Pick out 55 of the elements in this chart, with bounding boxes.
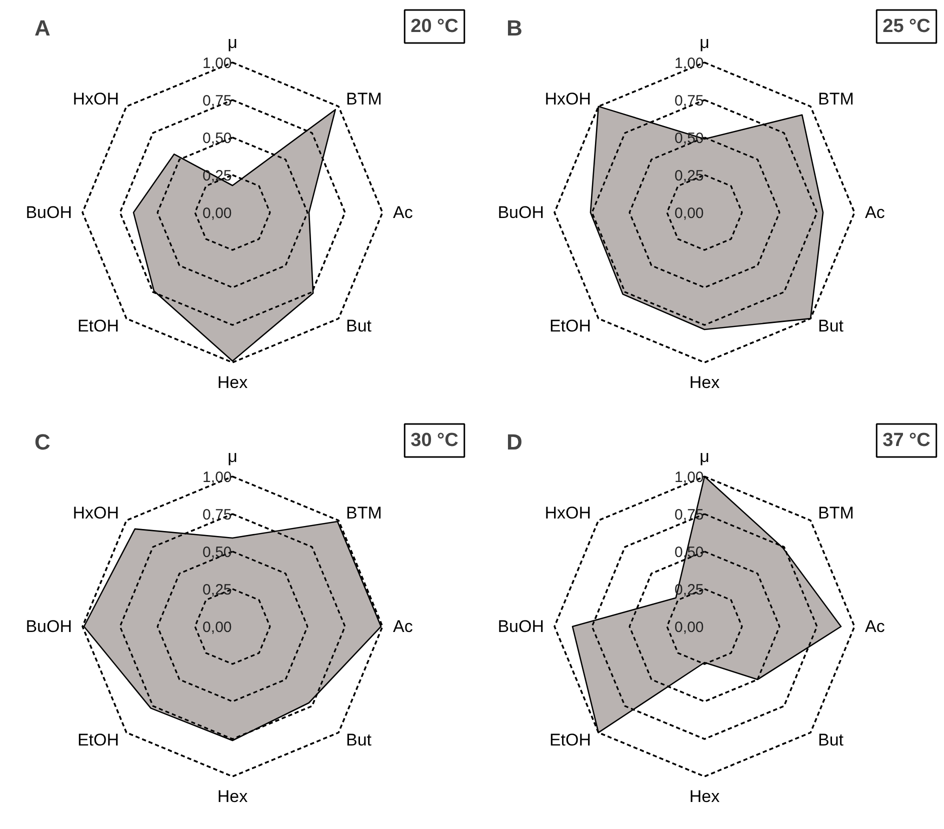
spoke-label: BuOH [26, 617, 72, 636]
spoke-label: HxOH [544, 90, 592, 109]
spoke-label: μ [700, 447, 710, 466]
spoke-label: But [818, 730, 844, 750]
spoke-label: HxOH [72, 90, 120, 109]
chart-title: D [506, 430, 522, 454]
spoke-label: BTM [818, 504, 854, 523]
y-tick-label: 1,00 [202, 469, 232, 486]
y-tick-label: 0,00 [674, 619, 704, 636]
y-tick-label: 0,75 [674, 92, 704, 110]
spoke-label: Hex [217, 787, 248, 806]
spoke-label: BTM [346, 90, 382, 109]
spoke-label: EtOH [77, 316, 120, 336]
spoke-label: HxOH [72, 504, 120, 523]
y-tick-label: 0,25 [674, 168, 704, 184]
spoke-label: μ [228, 33, 238, 52]
spoke-label: Ac [393, 617, 414, 636]
y-tick-label: 0,75 [202, 92, 232, 110]
spoke-label: Hex [217, 373, 248, 392]
spoke-label: BuOH [498, 617, 544, 636]
y-tick-label: 0,50 [202, 130, 232, 147]
spoke-label: But [346, 316, 372, 336]
y-tick-label: 1,00 [674, 55, 704, 72]
y-tick-label: 0,50 [202, 544, 232, 561]
spoke-label: μ [228, 447, 238, 466]
text: 25 °C [882, 16, 931, 37]
spoke-label: Hex [689, 787, 720, 806]
y-tick-label: 0,00 [202, 205, 232, 222]
y-tick-label: 0,75 [202, 506, 232, 524]
spoke-label: Ac [865, 617, 886, 636]
text: 37 °C [882, 430, 931, 451]
spoke-label: Ac [393, 203, 414, 222]
text: 30 °C [410, 430, 459, 451]
chart-title: A [34, 16, 50, 40]
spoke-label: BTM [346, 504, 382, 523]
y-tick-label: 1,00 [202, 55, 232, 72]
text: 20 °C [410, 16, 459, 37]
y-tick-label: 0,25 [202, 582, 232, 598]
spoke-label: But [818, 316, 844, 336]
y-tick-label: 0,00 [202, 619, 232, 636]
spoke-label: BuOH [26, 203, 72, 222]
spoke-label: HxOH [544, 504, 592, 523]
chart-title: B [506, 16, 522, 40]
chart-title: C [34, 430, 50, 454]
y-tick-label: 1,00 [674, 469, 704, 486]
spoke-label: EtOH [77, 730, 120, 750]
spoke-label: BTM [818, 90, 854, 109]
spoke-label: But [346, 730, 372, 750]
spoke-label: μ [700, 33, 710, 52]
spoke-label: EtOH [549, 316, 592, 336]
spoke-label: EtOH [549, 730, 592, 750]
spoke-label: Ac [865, 203, 886, 222]
spoke-label: Hex [689, 373, 720, 392]
spoke-label: BuOH [498, 203, 544, 222]
y-tick-label: 0,00 [674, 205, 704, 222]
